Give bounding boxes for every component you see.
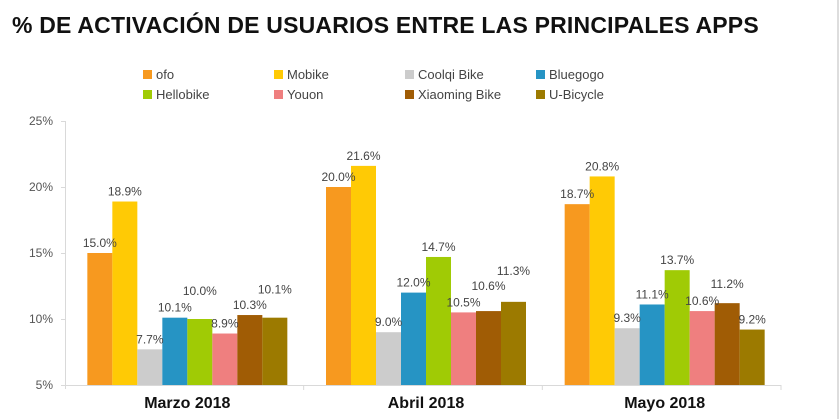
data-label: 10.6% bbox=[471, 279, 505, 293]
data-label: 8.9% bbox=[211, 317, 239, 331]
bar bbox=[87, 253, 113, 385]
data-label: 18.9% bbox=[108, 185, 142, 199]
data-label: 9.2% bbox=[738, 313, 766, 327]
data-label: 14.7% bbox=[421, 240, 455, 254]
data-label: 13.7% bbox=[660, 253, 694, 267]
legend-label: U-Bicycle bbox=[549, 86, 604, 102]
divider bbox=[837, 0, 839, 419]
legend-item: ofo bbox=[143, 66, 274, 82]
legend-swatch bbox=[405, 89, 414, 99]
bar bbox=[714, 303, 740, 385]
y-tick-label: 10% bbox=[29, 312, 53, 326]
data-label: 11.1% bbox=[636, 287, 669, 301]
bar bbox=[589, 176, 615, 385]
y-tick-label: 5% bbox=[36, 378, 54, 392]
legend-label: Xiaoming Bike bbox=[418, 86, 502, 102]
legend-label: Bluegogo bbox=[549, 66, 604, 82]
bar bbox=[614, 328, 640, 385]
legend-swatch bbox=[143, 69, 152, 79]
bar bbox=[187, 319, 213, 385]
legend-item: Hellobike bbox=[143, 86, 274, 102]
bar bbox=[237, 315, 263, 385]
legend-swatch bbox=[536, 69, 545, 79]
x-tick-label: Marzo 2018 bbox=[144, 395, 230, 412]
data-label: 9.0% bbox=[375, 315, 403, 329]
legend-label: Youon bbox=[287, 86, 324, 102]
data-label: 15.0% bbox=[83, 236, 117, 250]
legend-item: Coolqi Bike bbox=[405, 66, 536, 82]
legend-item: Bluegogo bbox=[536, 66, 646, 82]
data-label: 21.6% bbox=[346, 149, 380, 163]
y-tick-label: 25% bbox=[29, 114, 53, 128]
data-label: 9.3% bbox=[613, 311, 641, 325]
legend-item: U-Bicycle bbox=[536, 86, 646, 102]
bar bbox=[112, 201, 138, 385]
bar bbox=[689, 311, 715, 385]
data-label: 20.0% bbox=[321, 170, 355, 184]
legend-label: Coolqi Bike bbox=[418, 66, 484, 82]
bar bbox=[162, 317, 188, 385]
legend-swatch bbox=[143, 89, 152, 99]
data-label: 11.2% bbox=[711, 277, 744, 291]
y-tick-label: 20% bbox=[29, 180, 53, 194]
bar bbox=[426, 256, 451, 385]
bar bbox=[212, 333, 238, 385]
bar bbox=[739, 329, 765, 385]
x-tick-label: Abril 2018 bbox=[388, 395, 465, 412]
bar bbox=[451, 312, 476, 385]
data-label: 10.6% bbox=[685, 294, 719, 308]
legend-item: Xiaoming Bike bbox=[405, 86, 536, 102]
legend-label: Hellobike bbox=[156, 86, 210, 102]
data-label: 10.0% bbox=[183, 284, 217, 298]
data-label: 10.3% bbox=[233, 298, 267, 312]
legend-item: Youon bbox=[274, 86, 405, 102]
bar bbox=[262, 317, 288, 385]
bar bbox=[664, 270, 690, 385]
bar bbox=[137, 349, 163, 385]
bar bbox=[639, 304, 665, 385]
legend: ofo Mobike Coolqi Bike Bluegogo Hellobike You… bbox=[143, 66, 646, 102]
legend-swatch bbox=[274, 89, 283, 99]
legend-label: Mobike bbox=[287, 66, 329, 82]
y-tick-label: 15% bbox=[29, 246, 53, 260]
data-label: 7.7% bbox=[136, 332, 164, 346]
data-label: 10.1% bbox=[258, 283, 292, 297]
data-label: 10.1% bbox=[158, 301, 192, 315]
data-label: 10.5% bbox=[446, 295, 480, 309]
bar bbox=[401, 292, 426, 385]
legend-swatch bbox=[274, 69, 283, 79]
legend-label: ofo bbox=[156, 66, 175, 82]
bar bbox=[476, 311, 501, 385]
bar bbox=[564, 204, 590, 385]
data-label: 12.0% bbox=[396, 276, 430, 290]
bar bbox=[326, 187, 351, 385]
data-label: 11.3% bbox=[497, 264, 530, 278]
chart-title: % DE ACTIVACIÓN DE USUARIOS ENTRE LAS PR… bbox=[12, 12, 759, 38]
legend-swatch bbox=[405, 69, 414, 79]
bar bbox=[501, 301, 526, 385]
legend-swatch bbox=[536, 89, 545, 99]
x-tick-label: Mayo 2018 bbox=[624, 395, 705, 412]
bar bbox=[376, 332, 401, 385]
data-label: 18.7% bbox=[560, 187, 594, 201]
data-label: 20.8% bbox=[585, 159, 619, 173]
legend-item: Mobike bbox=[274, 66, 405, 82]
bar bbox=[351, 165, 376, 385]
